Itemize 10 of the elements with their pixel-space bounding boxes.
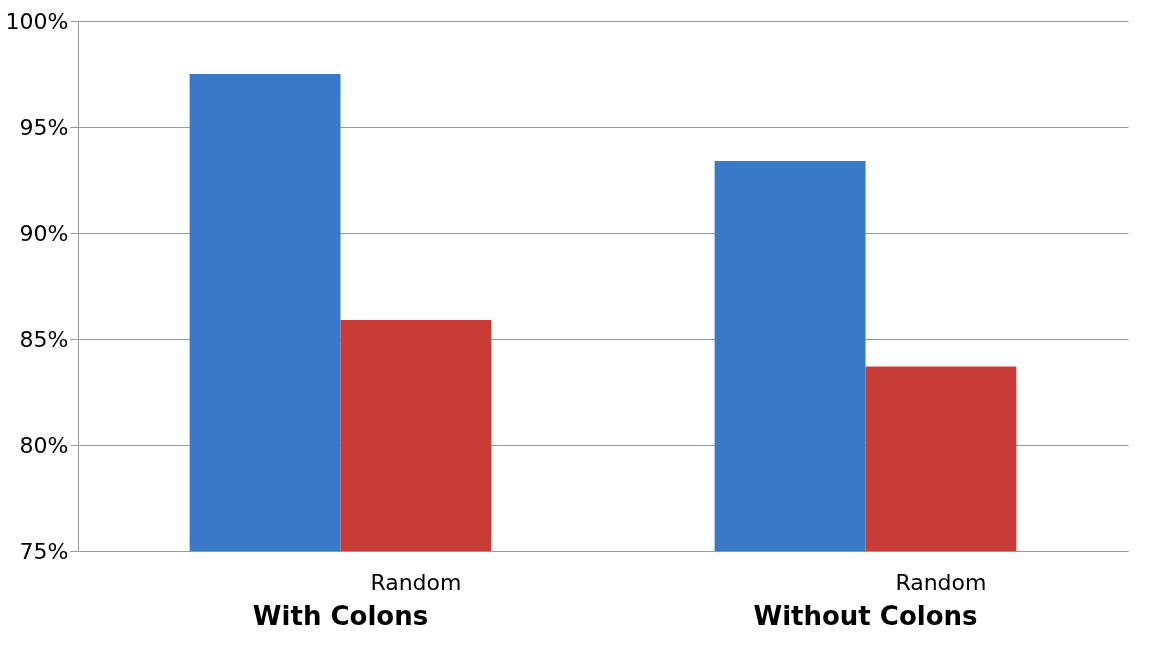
x-tick-label: Without Colons bbox=[753, 600, 978, 631]
y-tick-label: 95% bbox=[19, 114, 69, 140]
y-tick-label: 100% bbox=[5, 8, 69, 34]
y-tick-label: 80% bbox=[19, 432, 69, 458]
y-tick-label: 75% bbox=[19, 538, 69, 564]
x-tick-label: With Colons bbox=[252, 600, 429, 631]
series-label: Random bbox=[370, 570, 462, 595]
y-tick-label: 90% bbox=[19, 220, 69, 246]
text: Random bbox=[895, 570, 987, 595]
y-tick-label: 85% bbox=[19, 326, 69, 352]
